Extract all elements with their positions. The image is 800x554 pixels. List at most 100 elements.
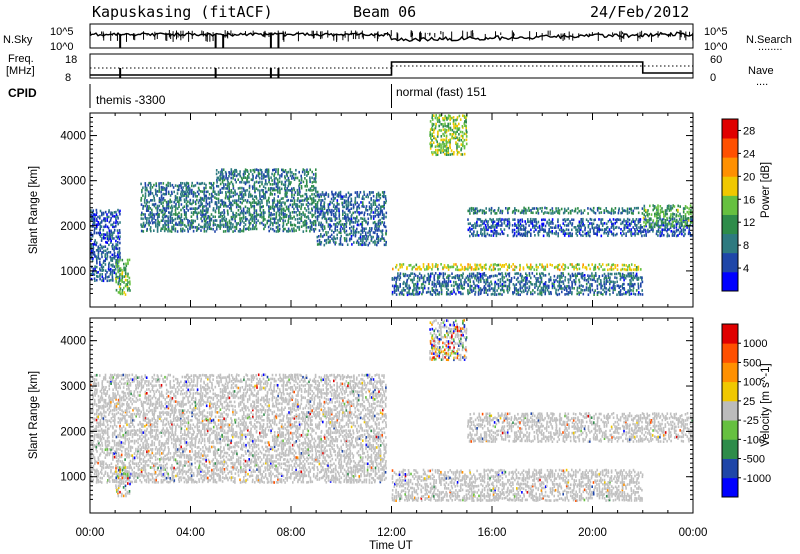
- power-cell: [144, 215, 146, 219]
- power-cell: [314, 221, 317, 225]
- power-cell: [541, 226, 543, 229]
- power-cell: [528, 272, 531, 275]
- power-cell: [436, 116, 439, 120]
- power-cell: [480, 280, 482, 283]
- power-cell: [239, 170, 241, 173]
- power-cell: [112, 225, 114, 229]
- power-cell: [227, 190, 229, 194]
- power-cell: [418, 292, 420, 296]
- power-cell: [273, 187, 275, 190]
- power-cell: [464, 278, 466, 282]
- power-cell: [548, 228, 550, 231]
- power-cell: [312, 198, 315, 202]
- power-cell: [216, 193, 218, 196]
- power-cell: [480, 291, 482, 294]
- power-cell: [331, 237, 333, 240]
- power-cell: [686, 217, 689, 220]
- power-cell: [630, 230, 633, 234]
- power-cell: [670, 222, 672, 226]
- power-cell: [313, 205, 315, 209]
- power-cell: [217, 224, 220, 227]
- power-cell: [338, 217, 341, 221]
- power-cell: [515, 265, 518, 269]
- power-cell: [276, 205, 279, 208]
- power-cell: [334, 237, 337, 241]
- power-cell: [378, 203, 380, 207]
- power-cell: [372, 240, 374, 244]
- power-cell: [412, 291, 414, 294]
- power-cell: [568, 286, 570, 290]
- power-cell: [245, 219, 247, 222]
- power-cell: [379, 193, 382, 197]
- power-cell: [266, 172, 269, 176]
- power-cell: [648, 217, 651, 220]
- power-cell: [427, 290, 430, 294]
- power-cell: [183, 198, 186, 201]
- power-cell: [289, 215, 292, 218]
- power-cell: [465, 280, 467, 284]
- power-cell: [519, 263, 521, 267]
- power-cell: [562, 282, 565, 285]
- power-cell: [115, 239, 117, 243]
- power-cell: [219, 205, 222, 209]
- power-cell: [275, 230, 278, 233]
- power-cell: [476, 230, 479, 234]
- power-cell: [240, 217, 243, 220]
- power-cell: [300, 186, 303, 190]
- power-cell: [565, 209, 568, 212]
- power-cell: [142, 186, 144, 190]
- power-cell: [298, 193, 301, 196]
- power-cell: [467, 284, 469, 287]
- power-cell: [571, 263, 573, 266]
- power-cell: [460, 268, 462, 272]
- power-cell: [452, 122, 455, 125]
- power-cell: [252, 168, 254, 172]
- power-cell: [483, 234, 486, 238]
- power-cell: [565, 286, 568, 290]
- power-cell: [576, 274, 578, 278]
- power-cell: [340, 234, 342, 238]
- power-cell: [311, 181, 314, 184]
- power-cell: [106, 213, 108, 216]
- power-cell: [548, 221, 550, 225]
- power-cell: [194, 226, 197, 229]
- power-cell: [106, 275, 109, 279]
- power-cell: [487, 220, 489, 223]
- power-cell: [582, 217, 584, 221]
- power-cell: [567, 291, 570, 294]
- power-cell: [622, 229, 624, 233]
- power-cell: [472, 272, 475, 276]
- power-cell: [282, 211, 285, 215]
- power-cell: [281, 207, 283, 211]
- power-cell: [345, 199, 348, 203]
- power-cell: [531, 265, 534, 269]
- power-cell: [659, 215, 661, 218]
- power-cell: [510, 277, 513, 280]
- power-cell: [544, 206, 546, 210]
- power-cell: [461, 125, 464, 128]
- power-cell: [438, 274, 441, 278]
- power-cell: [255, 227, 258, 231]
- power-cell: [470, 288, 473, 292]
- power-cell: [630, 207, 632, 211]
- power-cell: [561, 290, 563, 294]
- power-cell: [338, 191, 340, 195]
- power-cell: [612, 222, 614, 226]
- power-cell: [244, 172, 246, 175]
- power-cell: [648, 219, 651, 222]
- power-cell: [93, 217, 96, 221]
- power-cell: [442, 128, 445, 131]
- power-cell: [580, 234, 582, 237]
- power-cell: [476, 217, 479, 221]
- power-cell: [417, 293, 419, 296]
- power-cell: [674, 232, 676, 235]
- power-cell: [149, 211, 152, 214]
- power-cell: [158, 204, 161, 208]
- power-cell: [324, 211, 326, 215]
- power-cell: [142, 213, 145, 216]
- power-cell: [214, 201, 217, 204]
- power-cell: [167, 221, 169, 225]
- power-cell: [295, 211, 297, 214]
- power-cell: [171, 225, 173, 229]
- power-cell: [325, 191, 327, 195]
